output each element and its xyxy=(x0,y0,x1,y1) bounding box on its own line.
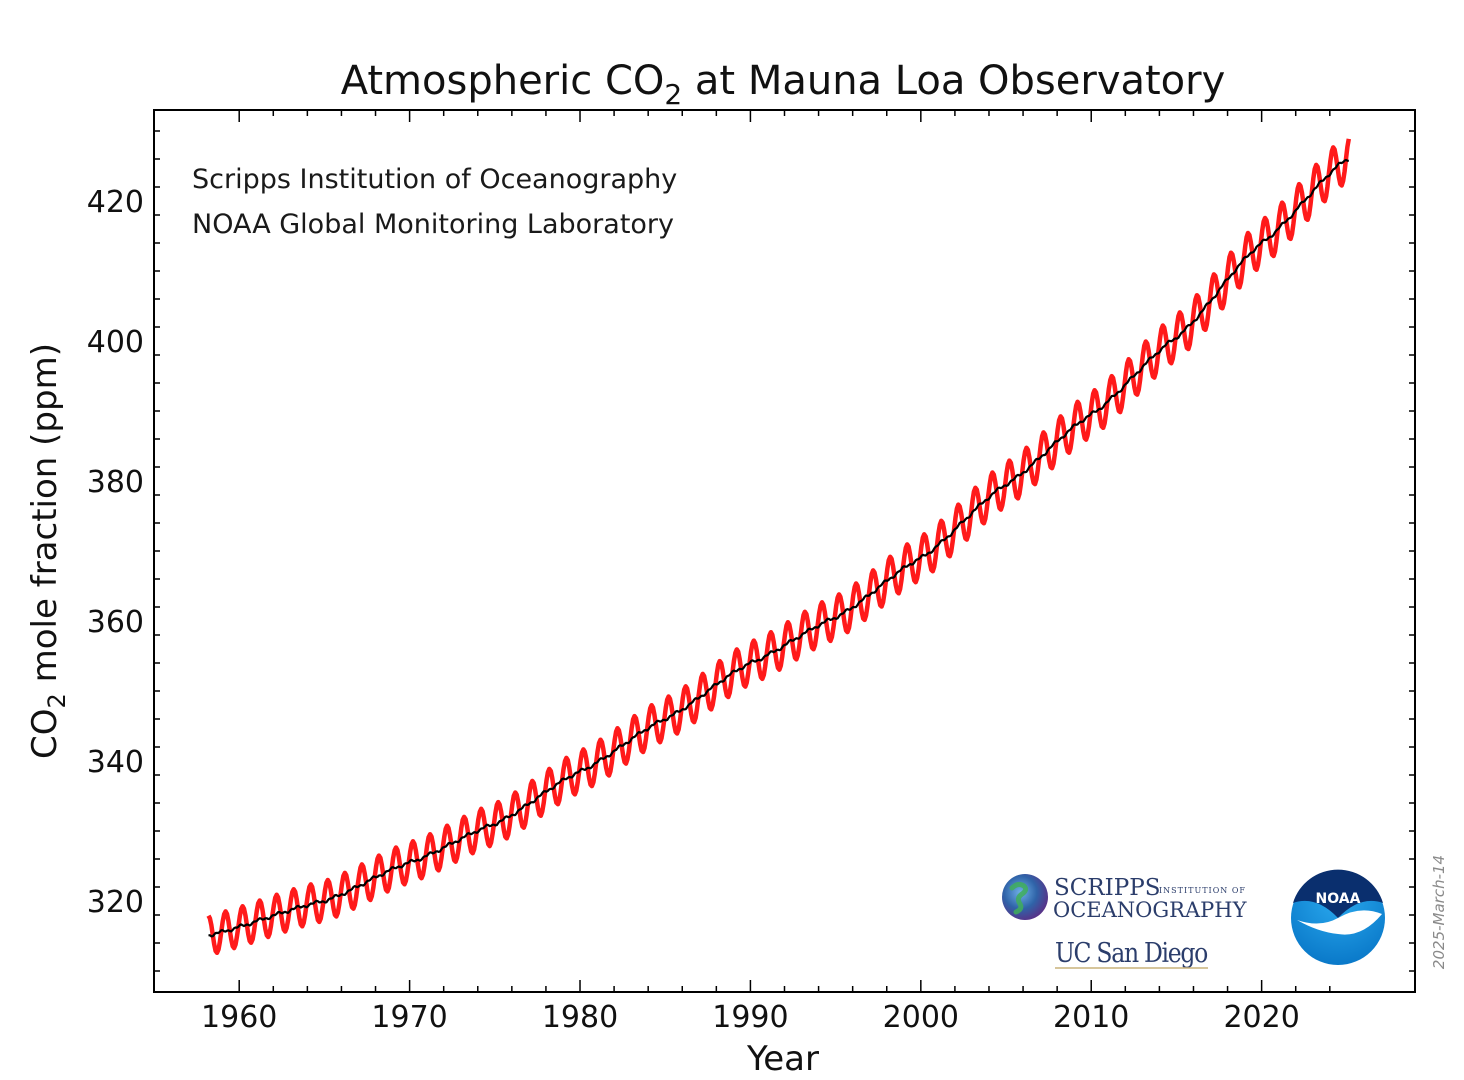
x-tick-label-1960: 1960 xyxy=(201,1000,277,1035)
scripps-logo-top: SCRIPPS xyxy=(1054,875,1160,901)
noaa-logo-text: NOAA xyxy=(1316,891,1361,907)
date-stamp: 2025-March-14 xyxy=(1430,855,1448,969)
x-tick-labels: 1960 1970 1980 1990 2000 2010 2020 xyxy=(201,1000,1300,1035)
y-tick-label-420: 420 xyxy=(87,185,144,220)
x-tick-label-2020: 2020 xyxy=(1223,1000,1299,1035)
y-tick-label-320: 320 xyxy=(87,885,144,920)
scripps-logo-bottom: OCEANOGRAPHY xyxy=(1053,898,1248,922)
y-tick-label-400: 400 xyxy=(87,325,144,360)
x-tick-label-2010: 2010 xyxy=(1053,1000,1129,1035)
chart-title: Atmospheric CO2 at Mauna Loa Observatory xyxy=(341,58,1226,111)
scripps-logo-small: INSTITUTION OF xyxy=(1159,886,1246,895)
series-monthly-mean xyxy=(206,138,1352,956)
x-tick-label-1990: 1990 xyxy=(712,1000,788,1035)
y-tick-label-340: 340 xyxy=(87,745,144,780)
credit-noaa: NOAA Global Monitoring Laboratory xyxy=(192,209,674,240)
scripps-logo: SCRIPPS INSTITUTION OF OCEANOGRAPHY UC S… xyxy=(1002,874,1248,969)
x-axis-label: Year xyxy=(746,1039,819,1079)
y-tick-labels: 320 340 360 380 400 420 xyxy=(87,185,144,920)
x-tick-label-2000: 2000 xyxy=(883,1000,959,1035)
x-tick-label-1980: 1980 xyxy=(542,1000,618,1035)
globe-icon xyxy=(1002,874,1048,920)
series-trend xyxy=(208,158,1349,938)
y-tick-label-380: 380 xyxy=(87,465,144,500)
x-tick-label-1970: 1970 xyxy=(371,1000,447,1035)
y-axis-label: CO2 mole fraction (ppm) xyxy=(25,343,71,759)
noaa-logo: NOAA xyxy=(1291,869,1385,965)
ucsd-logo-text: UC San Diego xyxy=(1055,938,1207,969)
plot-frame xyxy=(153,109,1416,993)
axis-ticks xyxy=(154,110,1415,992)
y-tick-label-360: 360 xyxy=(87,605,144,640)
credit-scripps: Scripps Institution of Oceanography xyxy=(192,164,677,195)
